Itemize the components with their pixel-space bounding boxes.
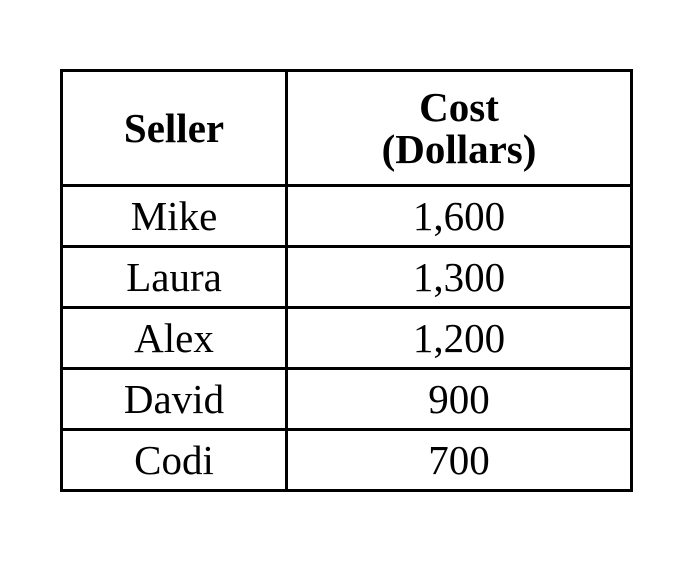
header-seller: Seller [60, 69, 288, 187]
seller-cost-table: Seller Cost (Dollars) Mike 1,600 Laura 1… [60, 69, 633, 492]
table-row: Codi 700 [60, 428, 633, 492]
header-cost-label: Cost [419, 84, 499, 130]
seller-cell: Mike [60, 184, 288, 248]
table-row: Mike 1,600 [60, 184, 633, 248]
table-row: David 900 [60, 367, 633, 431]
cost-cell: 1,300 [285, 245, 633, 309]
header-seller-label: Seller [123, 105, 225, 151]
cost-cell: 700 [285, 428, 633, 492]
table-row: Laura 1,300 [60, 245, 633, 309]
cost-cell: 1,200 [285, 306, 633, 370]
table-header-row: Seller Cost (Dollars) [60, 69, 633, 187]
seller-cell: Alex [60, 306, 288, 370]
seller-cell: David [60, 367, 288, 431]
cost-table-container: Seller Cost (Dollars) Mike 1,600 Laura 1… [60, 69, 633, 492]
header-cost-unit: (Dollars) [381, 126, 537, 172]
cost-cell: 1,600 [285, 184, 633, 248]
cost-cell: 900 [285, 367, 633, 431]
seller-cell: Codi [60, 428, 288, 492]
header-cost: Cost (Dollars) [285, 69, 633, 187]
table-row: Alex 1,200 [60, 306, 633, 370]
seller-cell: Laura [60, 245, 288, 309]
